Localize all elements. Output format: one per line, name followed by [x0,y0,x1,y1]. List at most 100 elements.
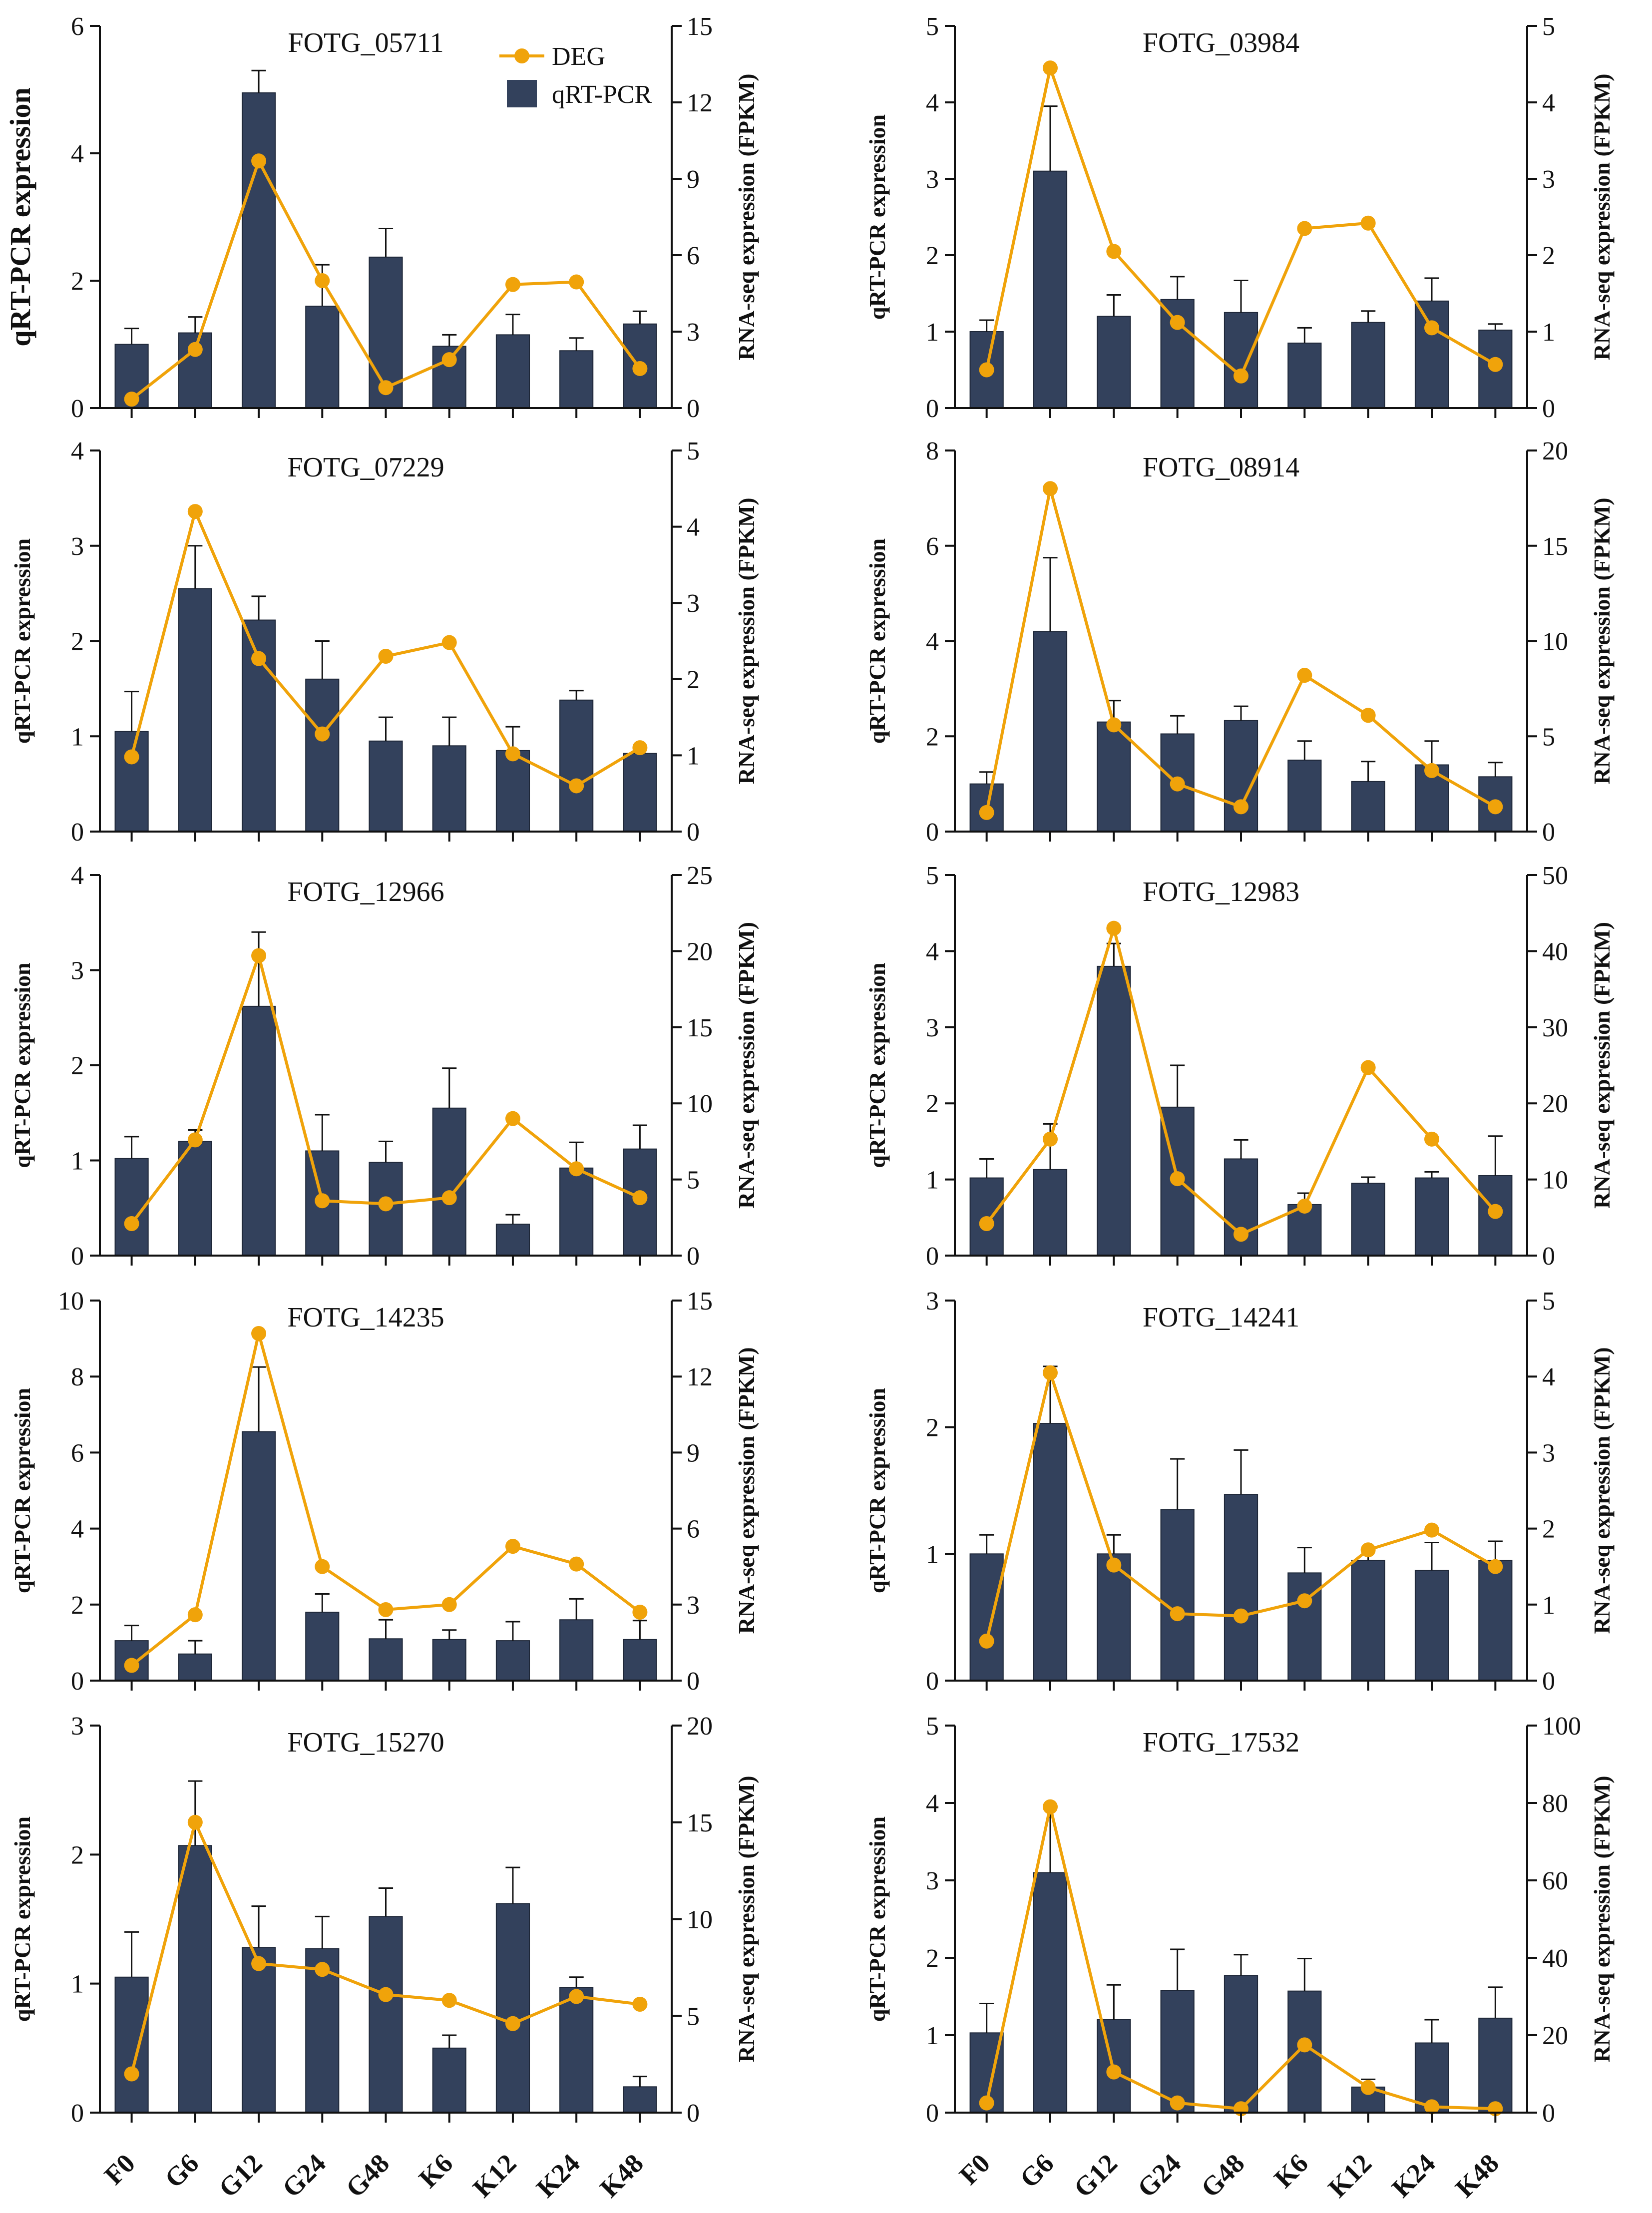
deg-point-K24 [1424,320,1439,336]
deg-point-K6 [1297,668,1312,683]
y-tick-label-left: 1 [71,723,84,751]
y-tick-label-left: 0 [71,1242,84,1271]
y-tick-label-left: 8 [926,437,939,465]
deg-point-K24 [569,274,584,290]
bar-K24 [1414,1570,1449,1682]
deg-point-K12 [1360,1060,1376,1075]
y-tick-label-right: 1 [1542,318,1555,347]
x-tick-label-K6: K6 [413,2148,458,2194]
y-tick-label-left: 6 [71,1439,84,1467]
y-tick-label-right: 0 [687,1242,700,1271]
y-tick-label-right: 20 [1542,437,1568,465]
deg-point-G6 [187,342,203,357]
y-tick-label-right: 60 [1542,1867,1568,1895]
y-tick-label-right: 10 [1542,1166,1568,1195]
bar-K6 [432,1639,466,1682]
bar-G6 [1033,1169,1068,1257]
deg-point-F0 [124,392,139,407]
y-tick-label-right: 1 [687,742,700,770]
y-tick-label-right: 10 [687,1090,713,1118]
deg-point-F0 [979,2095,994,2111]
chart-title: FOTG_05711 [288,27,443,58]
chart-panel-FOTG_14241: 0 1 2 3 0 1 2 3 4 5 FOTG_14241 qRT-PCR expression RN… [864,1287,1615,1696]
y-tick-label-right: 9 [687,1439,700,1467]
y-axis-label-right: RNA-seq expression (FPKM) [1589,497,1615,784]
y-tick-label-left: 3 [71,532,84,561]
deg-point-K12 [505,1539,520,1554]
deg-point-G6 [1043,1131,1058,1147]
bar-K24 [1414,300,1449,409]
y-tick-label-left: 2 [71,1052,84,1080]
deg-point-F0 [124,1216,139,1231]
y-tick-label-right: 5 [687,437,700,465]
deg-point-G24 [1170,315,1185,330]
bar-K48 [1478,2017,1513,2113]
chart-panel-FOTG_08914: 0 2 4 6 8 0 5 10 15 20 FOTG_08914 qRT-PCR expressio… [864,437,1615,847]
y-tick-label-left: 2 [71,267,84,296]
deg-point-K48 [1488,799,1503,815]
deg-point-K24 [569,1989,584,2004]
y-tick-label-left: 6 [926,532,939,561]
deg-point-K24 [1424,1522,1439,1538]
bar-K6 [432,2047,466,2114]
x-tick-label-K24: K24 [1386,2148,1441,2203]
deg-point-F0 [979,1633,994,1649]
deg-point-K48 [1488,1559,1503,1574]
bar-G24 [1160,1509,1195,1682]
bar-G12 [241,92,276,409]
y-tick-label-left: 4 [926,937,939,966]
deg-point-G48 [1234,1227,1248,1242]
y-tick-label-right: 2 [1542,242,1555,270]
legend-deg-label: DEG [552,42,605,71]
y-tick-label-left: 2 [926,723,939,751]
bar-K24 [559,350,594,409]
y-tick-label-right: 4 [1542,89,1555,117]
bar-F0 [114,1976,149,2113]
y-tick-label-left: 3 [926,1287,939,1316]
deg-point-K6 [441,1190,457,1206]
y-tick-label-left: 5 [926,12,939,41]
deg-point-G6 [187,1132,203,1148]
deg-point-F0 [979,362,994,378]
y-tick-label-right: 0 [687,2099,700,2128]
y-tick-label-left: 0 [926,1242,939,1271]
bar-G12 [1097,316,1131,409]
y-tick-label-left: 6 [71,12,84,41]
x-tick-label-G24: G24 [1132,2148,1187,2203]
bar-K12 [1351,1183,1385,1256]
bar-G6 [1033,631,1068,833]
deg-point-G48 [378,1196,394,1212]
y-axis-label-left: qRT-PCR expression [9,1388,35,1593]
bar-K6 [1287,342,1322,409]
x-tick-label-K24: K24 [530,2148,585,2203]
y-tick-label-left: 2 [926,1414,939,1442]
y-tick-label-left: 0 [71,1667,84,1696]
y-axis-label-left: qRT-PCR expression [9,538,35,744]
deg-point-K48 [632,361,648,376]
y-tick-label-right: 15 [687,12,713,41]
y-tick-label-left: 2 [926,1944,939,1973]
bar-K12 [495,334,530,409]
bar-K12 [495,1903,530,2113]
y-tick-label-left: 0 [71,395,84,423]
y-tick-label-right: 50 [1542,862,1568,890]
y-tick-label-right: 10 [1542,628,1568,656]
x-tick-label-F0: F0 [98,2148,141,2191]
y-tick-label-right: 3 [687,1591,700,1620]
deg-point-G24 [1170,776,1185,792]
chart-panel-FOTG_03984: 0 1 2 3 4 5 0 1 2 3 4 5 FOTG_03984 qRT-PCR expression… [864,12,1615,423]
deg-point-F0 [124,749,139,765]
deg-point-F0 [124,2066,139,2082]
y-tick-label-right: 3 [687,589,700,618]
chart-panel-FOTG_12966: 0 1 2 3 4 0 5 10 15 20 25 FOTG_12966 qRT-PCR express… [9,862,759,1271]
bar-G12 [1097,721,1131,832]
bar-K12 [495,1640,530,1681]
y-tick-label-right: 4 [1542,1363,1555,1391]
deg-point-F0 [124,1658,139,1673]
y-axis-label-right: RNA-seq expression (FPKM) [734,922,759,1209]
bar-K24 [559,699,594,832]
chart-panel-FOTG_14235: 0 2 4 6 8 10 0 3 6 9 12 15 FOTG_14235 qRT-PCR express… [9,1287,759,1696]
bar-G6 [178,1653,212,1681]
y-tick-label-left: 4 [926,89,939,117]
y-tick-label-right: 15 [687,1809,713,1837]
